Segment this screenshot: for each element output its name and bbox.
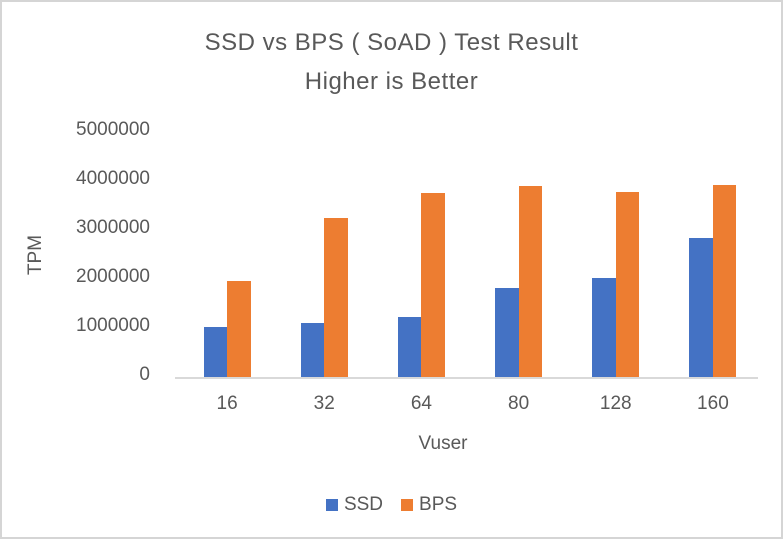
legend-label-ssd: SSD	[343, 494, 384, 515]
bar-ssd-16	[203, 326, 228, 377]
chart-subtitle: Higher is Better	[304, 68, 479, 95]
bar-ssd-128	[592, 277, 616, 377]
y-tick-label: 1000000	[76, 315, 150, 336]
x-axis-title: Vuser	[418, 433, 468, 454]
legend-swatch-bps	[401, 499, 414, 511]
y-tick-label: 3000000	[76, 217, 150, 238]
bar-ssd-80	[495, 287, 519, 377]
y-tick-label: 4000000	[76, 168, 150, 189]
y-axis-title: TPM	[25, 234, 46, 276]
bar-bps-80	[518, 186, 543, 377]
x-tick-label-16: 16	[216, 393, 238, 414]
legend: SSD BPS	[2, 494, 781, 516]
x-tick-label-80: 80	[508, 393, 530, 414]
x-tick-label-64: 64	[410, 393, 432, 414]
legend-label-bps: BPS	[419, 494, 458, 515]
bar-bps-128	[615, 191, 640, 377]
x-tick-label-128: 128	[599, 393, 632, 414]
y-tick-label: 5000000	[76, 119, 150, 140]
bar-bps-64	[421, 193, 445, 377]
bar-bps-160	[712, 184, 737, 377]
bar-bps-32	[324, 217, 348, 377]
x-axis-line	[175, 377, 758, 379]
y-tick-label: 2000000	[76, 266, 150, 287]
x-tick-label-160: 160	[697, 393, 729, 414]
legend-item-ssd: SSD	[325, 494, 384, 516]
bar-bps-16	[227, 281, 251, 377]
bar-ssd-160	[689, 238, 713, 377]
legend-swatch-ssd	[325, 499, 338, 511]
x-tick-label-32: 32	[313, 393, 335, 414]
legend-item-bps: BPS	[401, 494, 457, 516]
chart-title: SSD vs BPS ( SoAD ) Test Result	[204, 29, 579, 56]
bar-ssd-64	[397, 317, 422, 377]
bar-ssd-32	[300, 322, 325, 377]
y-tick-label: 0	[139, 364, 150, 385]
